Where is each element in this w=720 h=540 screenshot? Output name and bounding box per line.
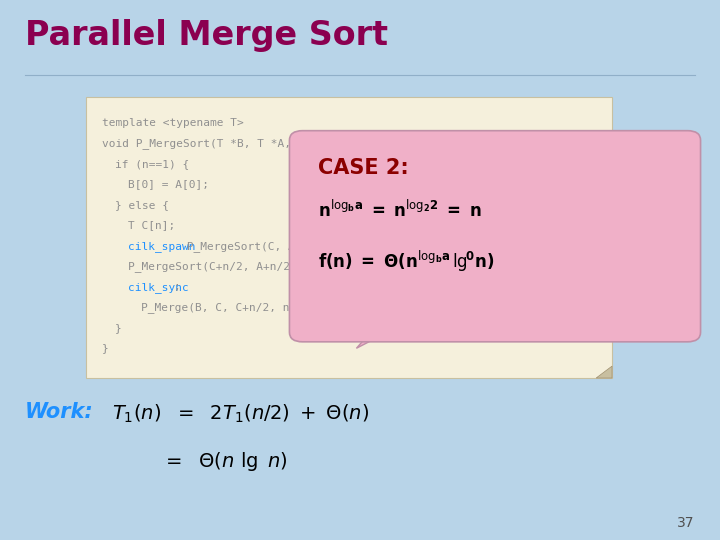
FancyBboxPatch shape [86, 97, 612, 378]
Text: $=\ \ \Theta(n\ \lg\ n)$: $=\ \ \Theta(n\ \lg\ n)$ [162, 450, 288, 473]
FancyBboxPatch shape [289, 131, 701, 342]
Text: P_MergeSort(C, A...: P_MergeSort(C, A... [180, 241, 315, 252]
Text: Parallel Merge Sort: Parallel Merge Sort [25, 19, 388, 52]
Text: }: } [115, 323, 122, 333]
Text: void P_MergeSort(T *B, T *A, int n) {: void P_MergeSort(T *B, T *A, int n) { [102, 138, 352, 149]
Text: T C[n];: T C[n]; [128, 220, 176, 231]
Text: 37: 37 [678, 516, 695, 530]
Text: B[0] = A[0];: B[0] = A[0]; [128, 179, 209, 190]
Text: Work:: Work: [25, 402, 94, 422]
Text: $T_1(n)\ \ =\ \ 2T_1(n/2)\ +\ \Theta(n)$: $T_1(n)\ \ =\ \ 2T_1(n/2)\ +\ \Theta(n)$ [112, 402, 369, 424]
Text: if (n==1) {: if (n==1) { [115, 159, 189, 169]
Text: }: } [102, 343, 109, 354]
Text: cilk_sync: cilk_sync [128, 282, 189, 293]
Text: P_MergeSort(C+n/2, A+n/2, n-n/2);: P_MergeSort(C+n/2, A+n/2, n-n/2); [128, 261, 351, 272]
Text: CASE 2:: CASE 2: [318, 158, 409, 178]
Text: cilk_spawn: cilk_spawn [128, 241, 196, 252]
Text: ;: ; [174, 282, 180, 292]
Text: $\mathbf{n^{\log_b\!a}\ =\ n^{\log_2\!2}\ =\ n}$: $\mathbf{n^{\log_b\!a}\ =\ n^{\log_2\!2}… [318, 200, 482, 221]
Polygon shape [356, 328, 396, 348]
Text: $\mathbf{f(n)\ =\ \Theta(n^{\log_b\!a}\,\lg^{\!0}\!n)}$: $\mathbf{f(n)\ =\ \Theta(n^{\log_b\!a}\,… [318, 248, 495, 274]
Text: } else {: } else { [115, 200, 169, 210]
Text: template <typename T>: template <typename T> [102, 118, 244, 128]
Polygon shape [596, 366, 612, 378]
Text: P_Merge(B, C, C+n/2, n/2, n-n...: P_Merge(B, C, C+n/2, n/2, n-n... [141, 302, 357, 313]
